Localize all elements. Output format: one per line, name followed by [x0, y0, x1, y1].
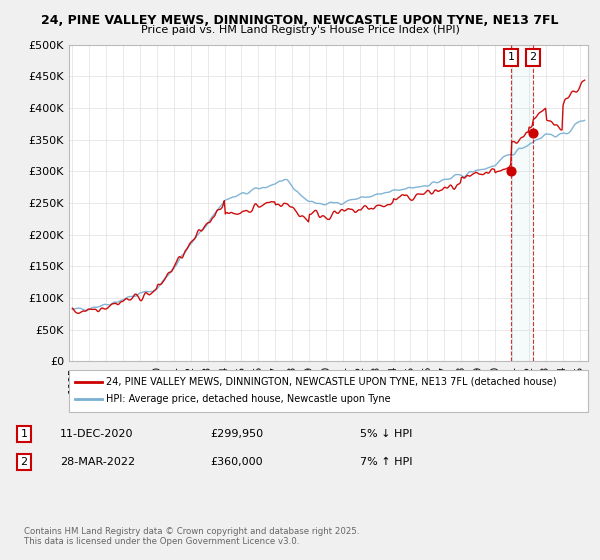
Bar [511, 45, 533, 361]
Text: HPI: Average price, detached house, Newcastle upon Tyne: HPI: Average price, detached house, Newc… [106, 394, 391, 404]
Text: 2: 2 [20, 457, 28, 467]
Text: 7% ↑ HPI: 7% ↑ HPI [360, 457, 413, 467]
Text: Price paid vs. HM Land Registry's House Price Index (HPI): Price paid vs. HM Land Registry's House … [140, 25, 460, 35]
Text: £360,000: £360,000 [210, 457, 263, 467]
Text: 24, PINE VALLEY MEWS, DINNINGTON, NEWCASTLE UPON TYNE, NE13 7FL: 24, PINE VALLEY MEWS, DINNINGTON, NEWCAS… [41, 14, 559, 27]
Text: 1: 1 [20, 429, 28, 439]
Text: 11-DEC-2020: 11-DEC-2020 [60, 429, 133, 439]
Text: 5% ↓ HPI: 5% ↓ HPI [360, 429, 412, 439]
Text: 24, PINE VALLEY MEWS, DINNINGTON, NEWCASTLE UPON TYNE, NE13 7FL (detached house): 24, PINE VALLEY MEWS, DINNINGTON, NEWCAS… [106, 377, 557, 387]
Text: 1: 1 [508, 53, 514, 63]
Point [506, 167, 516, 176]
Text: Contains HM Land Registry data © Crown copyright and database right 2025.
This d: Contains HM Land Registry data © Crown c… [24, 526, 359, 546]
Text: 28-MAR-2022: 28-MAR-2022 [60, 457, 135, 467]
Text: 2: 2 [529, 53, 536, 63]
Point [528, 129, 538, 138]
Text: £299,950: £299,950 [210, 429, 263, 439]
